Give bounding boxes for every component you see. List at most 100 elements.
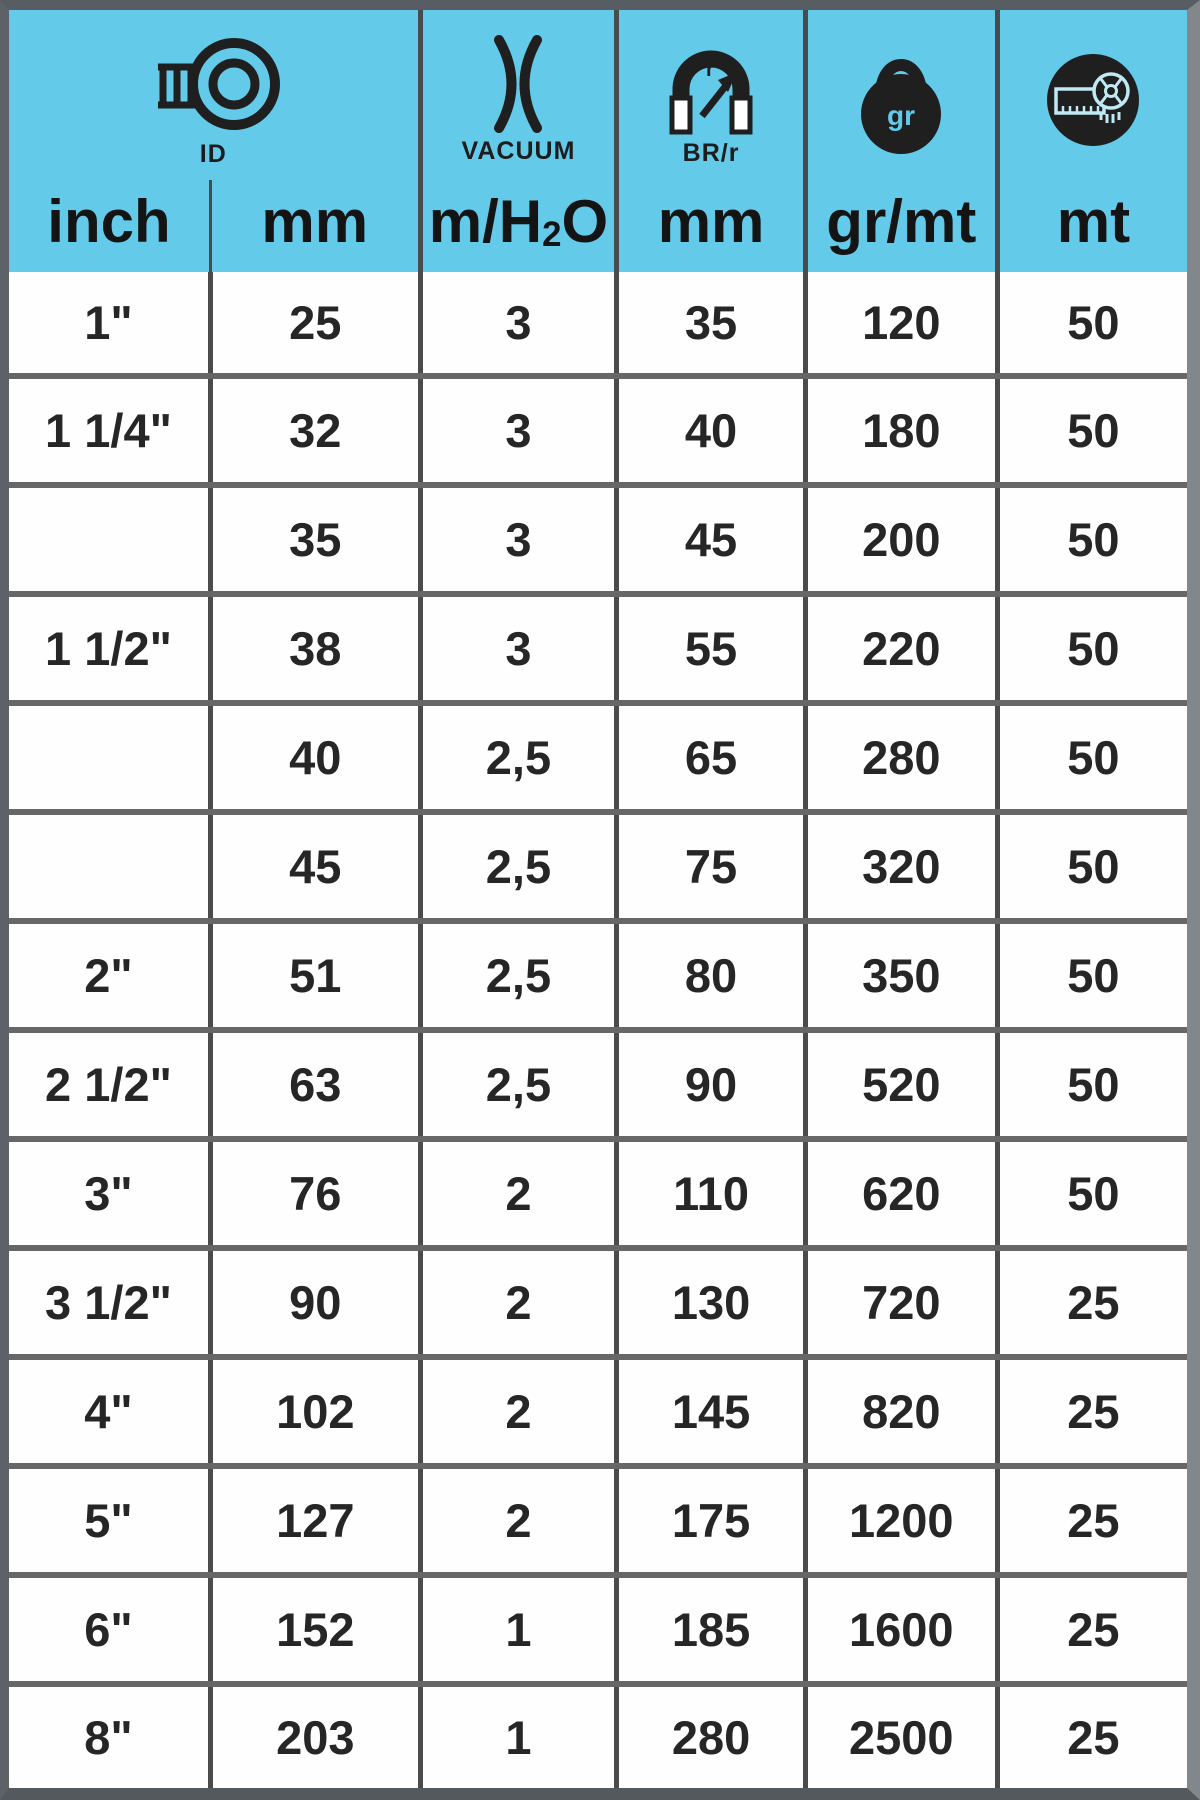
bend-radius-header-cell: r BR/r: [614, 10, 806, 180]
table-cell: 2,5: [417, 917, 617, 1030]
table-row: 4" 102 2 145 820 25: [9, 1354, 1187, 1467]
table-cell: 2 1/2": [9, 1026, 211, 1140]
table-cell: 520: [802, 1026, 998, 1140]
table-row: 1 1/2" 38 3 55 220 50: [9, 590, 1187, 703]
table-cell: 2: [417, 1245, 617, 1358]
table-cell: 2,5: [417, 1026, 617, 1140]
table-cell: 1: [417, 1681, 617, 1788]
table-cell: 3: [417, 372, 617, 485]
table-cell: 65: [614, 699, 806, 812]
vacuum-icon-label: VACUUM: [461, 137, 576, 165]
header-icon-row: ID VACUUM r: [9, 10, 1187, 180]
bend-radius-icon-label: BR/r: [682, 139, 740, 167]
table-cell: 127: [207, 1463, 421, 1576]
table-cell: 280: [614, 1681, 806, 1788]
table-cell: [9, 808, 211, 921]
table-cell: 1": [9, 272, 211, 376]
id-header-cell: ID: [9, 10, 421, 180]
table-cell: 50: [994, 699, 1187, 812]
table-cell: 40: [207, 699, 421, 812]
table-cell: 3: [417, 272, 617, 376]
table-row: 1 1/4" 32 3 40 180 50: [9, 372, 1187, 485]
table-row: 35 3 45 200 50: [9, 481, 1187, 594]
weight-icon: gr: [861, 59, 942, 154]
table-cell: 25: [994, 1572, 1187, 1685]
vacuum-header-cell: VACUUM: [417, 10, 617, 180]
table-row: 8" 203 1 280 2500 25: [9, 1681, 1187, 1788]
table-cell: 2,5: [417, 699, 617, 812]
table-row: 6" 152 1 185 1600 25: [9, 1572, 1187, 1685]
vacuum-icon: [494, 35, 543, 133]
table-cell: 35: [207, 481, 421, 594]
table-cell: 200: [802, 481, 998, 594]
table-row: 1" 25 3 35 120 50: [9, 272, 1187, 376]
table-cell: 1200: [802, 1463, 998, 1576]
table-cell: 38: [207, 590, 421, 703]
table-cell: 320: [802, 808, 998, 921]
table-cell: [9, 699, 211, 812]
table-cell: 820: [802, 1354, 998, 1467]
table-cell: 145: [614, 1354, 806, 1467]
table-cell: 90: [614, 1026, 806, 1140]
table-cell: 45: [207, 808, 421, 921]
table-row: 3" 76 2 110 620 50: [9, 1136, 1187, 1249]
table-cell: 2,5: [417, 808, 617, 921]
table-cell: 175: [614, 1463, 806, 1576]
table-cell: 280: [802, 699, 998, 812]
id-icon-label: ID: [199, 140, 227, 168]
table-cell: 45: [614, 481, 806, 594]
table-row: 3 1/2" 90 2 130 720 25: [9, 1245, 1187, 1358]
table-row: 2" 51 2,5 80 350 50: [9, 917, 1187, 1030]
table-cell: 2: [417, 1136, 617, 1249]
table-header: ID VACUUM r: [9, 10, 1187, 272]
table-cell: 180: [802, 372, 998, 485]
table-cell: 102: [207, 1354, 421, 1467]
table-cell: 4": [9, 1354, 211, 1467]
table-cell: 3: [417, 590, 617, 703]
table-cell: 185: [614, 1572, 806, 1685]
table-cell: 90: [207, 1245, 421, 1358]
table-cell: 50: [994, 272, 1187, 376]
table-cell: 1 1/2": [9, 590, 211, 703]
table-cell: 50: [994, 1026, 1187, 1140]
table-cell: 40: [614, 372, 806, 485]
table-cell: 75: [614, 808, 806, 921]
table-cell: 25: [994, 1463, 1187, 1576]
table-cell: 2": [9, 917, 211, 1030]
hose-id-icon: [158, 38, 281, 130]
table-cell: 25: [994, 1681, 1187, 1788]
unit-weight: gr/mt: [802, 180, 998, 272]
svg-text:r: r: [706, 59, 714, 81]
table-cell: 25: [994, 1245, 1187, 1358]
table-cell: 50: [994, 481, 1187, 594]
table-cell: 50: [994, 372, 1187, 485]
table-cell: 55: [614, 590, 806, 703]
table-cell: 2: [417, 1354, 617, 1467]
table-cell: 130: [614, 1245, 806, 1358]
table-cell: 50: [994, 1136, 1187, 1249]
table-cell: 25: [994, 1354, 1187, 1467]
table-cell: 2: [417, 1463, 617, 1576]
table-cell: 1: [417, 1572, 617, 1685]
table-cell: 1600: [802, 1572, 998, 1685]
table-cell: 110: [614, 1136, 806, 1249]
bend-radius-icon: r: [669, 50, 753, 135]
table-cell: 3": [9, 1136, 211, 1249]
weight-header-cell: gr: [802, 10, 998, 180]
length-header-cell: [994, 10, 1187, 180]
table-cell: 80: [614, 917, 806, 1030]
table-cell: 120: [802, 272, 998, 376]
table-cell: 25: [207, 272, 421, 376]
unit-row: inch mm m/H2O mm gr/mt mt: [9, 180, 1187, 272]
table-cell: 63: [207, 1026, 421, 1140]
table-cell: 50: [994, 808, 1187, 921]
table-cell: 2500: [802, 1681, 998, 1788]
unit-id-mm: mm: [208, 180, 421, 272]
table-cell: 203: [207, 1681, 421, 1788]
table-cell: 152: [207, 1572, 421, 1685]
table-cell: 35: [614, 272, 806, 376]
spec-table: ID VACUUM r: [9, 10, 1187, 1788]
table-cell: 50: [994, 917, 1187, 1030]
unit-length: mt: [994, 180, 1187, 272]
